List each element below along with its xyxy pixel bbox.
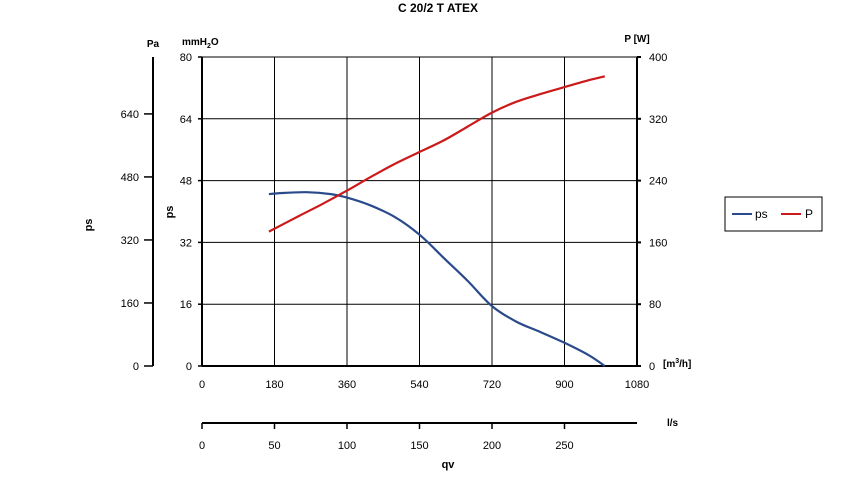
flow-m3h-unit-label: [m3/h] — [663, 358, 691, 370]
ls-tick-label: 200 — [483, 440, 501, 452]
ls-tick-label: 100 — [338, 440, 356, 452]
pa-axis-title: ps — [83, 219, 95, 232]
chart-title: C 20/2 T ATEX — [398, 1, 478, 15]
x-tick-label: 360 — [338, 379, 356, 391]
flow-axis-title: qv — [442, 459, 456, 471]
pa-unit-label: Pa — [147, 39, 160, 50]
flow-m3h-axis-ticks: 0 180 360 540 720 900 1080 — [199, 379, 649, 391]
power-axis-ticks: 0 80 160 240 320 400 — [637, 52, 667, 373]
power-tick-label: 400 — [649, 52, 667, 64]
pa-tick-label: 640 — [121, 109, 139, 121]
plot-grid — [202, 56, 638, 367]
series-line-ps — [268, 191, 606, 367]
legend-ps-label: ps — [755, 207, 768, 221]
legend: ps P — [724, 196, 823, 232]
mmh2o-tick-label: 64 — [180, 114, 192, 126]
power-tick-label: 240 — [649, 176, 667, 188]
x-tick-label: 180 — [265, 379, 283, 391]
ls-tick-label: 150 — [410, 440, 428, 452]
flow-ls-unit-label: l/s — [667, 418, 679, 429]
ls-tick-label: 0 — [199, 440, 205, 452]
pa-tick-label: 0 — [133, 361, 139, 373]
legend-p-label: P — [805, 207, 813, 221]
mmh2o-unit-label: mmH2O — [182, 37, 219, 50]
mmh2o-tick-label: 32 — [180, 237, 192, 249]
pa-tick-label: 480 — [121, 172, 139, 184]
power-tick-label: 80 — [649, 299, 661, 311]
x-tick-label: 1080 — [625, 379, 649, 391]
mmh2o-axis-ticks: 0 16 32 48 64 80 — [180, 52, 202, 373]
pa-tick-label: 160 — [121, 298, 139, 310]
mmh2o-tick-label: 0 — [186, 361, 192, 373]
ls-tick-label: 50 — [268, 440, 280, 452]
pa-tick-label: 320 — [121, 235, 139, 247]
flow-ls-axis-ticks: 0 50 100 150 200 250 — [199, 423, 574, 452]
ls-tick-label: 250 — [555, 440, 573, 452]
data-series — [268, 75, 606, 367]
x-tick-label: 720 — [483, 379, 501, 391]
mmh2o-tick-label: 80 — [180, 52, 192, 64]
series-line-p — [268, 75, 606, 233]
mmh2o-tick-label: 16 — [180, 299, 192, 311]
x-tick-label: 0 — [199, 379, 205, 391]
power-tick-label: 0 — [649, 361, 655, 373]
mmh2o-tick-label: 48 — [180, 176, 192, 188]
mmh2o-axis-title: ps — [164, 206, 176, 219]
x-tick-label: 900 — [555, 379, 573, 391]
power-tick-label: 320 — [649, 114, 667, 126]
power-tick-label: 160 — [649, 237, 667, 249]
pa-axis-ticks: 0 160 320 480 640 — [121, 109, 153, 373]
x-tick-label: 540 — [410, 379, 428, 391]
power-unit-label: P [W] — [624, 34, 649, 45]
